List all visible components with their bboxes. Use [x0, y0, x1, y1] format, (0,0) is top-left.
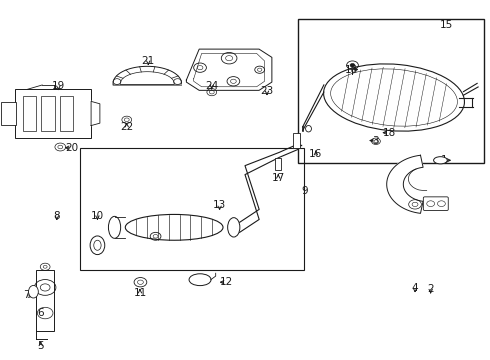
Ellipse shape	[228, 218, 240, 237]
Ellipse shape	[94, 240, 101, 250]
Ellipse shape	[108, 216, 121, 238]
Text: 20: 20	[65, 143, 78, 153]
Text: 8: 8	[53, 211, 60, 221]
Text: 11: 11	[133, 288, 147, 298]
Text: 7: 7	[23, 291, 29, 301]
Text: 2: 2	[427, 284, 434, 294]
Text: 16: 16	[309, 149, 322, 159]
Ellipse shape	[323, 64, 465, 131]
Ellipse shape	[189, 274, 211, 285]
Bar	[80, 148, 304, 270]
Ellipse shape	[28, 285, 38, 298]
Text: 6: 6	[37, 308, 44, 318]
Text: 21: 21	[142, 56, 155, 66]
FancyBboxPatch shape	[423, 197, 448, 211]
Ellipse shape	[434, 157, 447, 164]
FancyBboxPatch shape	[0, 102, 16, 125]
Text: 5: 5	[37, 341, 44, 351]
Text: 3: 3	[372, 136, 379, 145]
FancyBboxPatch shape	[15, 89, 91, 138]
Polygon shape	[113, 66, 181, 89]
Polygon shape	[387, 155, 423, 213]
Text: 12: 12	[220, 277, 233, 287]
Text: 15: 15	[440, 20, 453, 30]
Ellipse shape	[306, 126, 312, 132]
Circle shape	[350, 63, 355, 67]
Text: 13: 13	[213, 200, 226, 210]
Bar	[36, 270, 54, 331]
Text: 17: 17	[271, 173, 285, 183]
Text: 18: 18	[345, 64, 358, 75]
Text: 24: 24	[205, 81, 219, 91]
Bar	[23, 96, 36, 131]
Bar	[60, 96, 74, 131]
Text: 22: 22	[120, 122, 133, 132]
Bar	[41, 96, 55, 131]
Text: 19: 19	[52, 81, 65, 91]
Text: 10: 10	[91, 211, 104, 221]
Bar	[298, 19, 485, 163]
Polygon shape	[91, 102, 100, 126]
Polygon shape	[186, 49, 272, 90]
Text: 1: 1	[441, 155, 448, 165]
Ellipse shape	[90, 236, 105, 255]
Bar	[275, 158, 281, 170]
Ellipse shape	[125, 215, 223, 240]
Text: 23: 23	[260, 86, 273, 96]
Text: 18: 18	[383, 128, 396, 138]
Text: 4: 4	[412, 283, 418, 293]
Bar	[293, 134, 300, 148]
Text: 9: 9	[301, 186, 308, 197]
Text: 14: 14	[161, 230, 174, 239]
